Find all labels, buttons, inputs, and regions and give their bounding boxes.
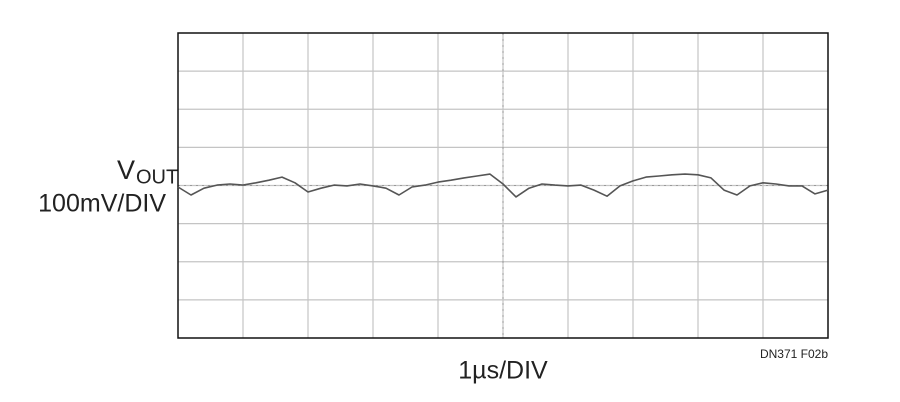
figure-note: DN371 F02b — [760, 347, 828, 361]
y-label-symbol: V — [117, 155, 135, 185]
x-label: 1µs/DIV — [458, 357, 548, 385]
y-label-scale: 100mV/DIV — [38, 190, 166, 218]
plot-frame — [177, 32, 829, 339]
y-label-subscript: OUT — [136, 166, 178, 188]
trace — [177, 173, 829, 198]
